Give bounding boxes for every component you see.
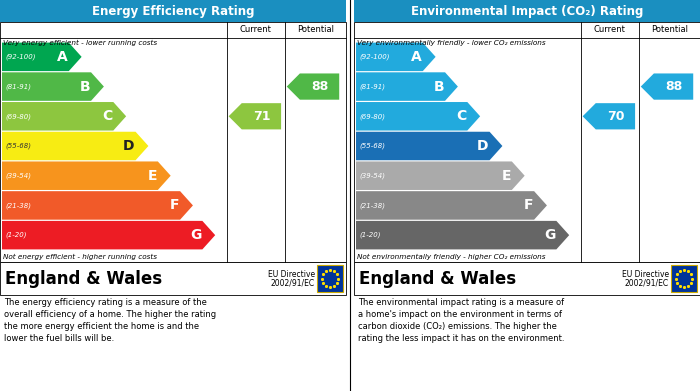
Text: Not environmentally friendly - higher CO₂ emissions: Not environmentally friendly - higher CO…: [357, 254, 545, 260]
Text: F: F: [524, 198, 533, 212]
Text: 70: 70: [607, 110, 624, 123]
Polygon shape: [2, 43, 82, 71]
Text: Potential: Potential: [651, 25, 688, 34]
Text: B: B: [433, 80, 444, 93]
Text: B: B: [79, 80, 90, 93]
Text: (81-91): (81-91): [5, 83, 31, 90]
Polygon shape: [2, 191, 193, 220]
Polygon shape: [2, 221, 215, 249]
Text: Energy Efficiency Rating: Energy Efficiency Rating: [92, 5, 254, 18]
Bar: [0, 22, 346, 262]
Bar: [671, 265, 697, 292]
Text: D: D: [123, 139, 134, 153]
Polygon shape: [356, 43, 435, 71]
Text: Current: Current: [594, 25, 626, 34]
Text: (1-20): (1-20): [359, 232, 381, 239]
Bar: [317, 265, 343, 292]
Text: (21-38): (21-38): [5, 202, 31, 209]
Text: The energy efficiency rating is a measure of the
overall efficiency of a home. T: The energy efficiency rating is a measur…: [4, 298, 216, 343]
Polygon shape: [356, 72, 458, 101]
Text: (92-100): (92-100): [359, 54, 389, 60]
Polygon shape: [640, 74, 693, 100]
Polygon shape: [356, 132, 503, 160]
Text: F: F: [169, 198, 179, 212]
Bar: [354, 22, 700, 262]
Bar: [0, 0, 346, 22]
Text: Not energy efficient - higher running costs: Not energy efficient - higher running co…: [3, 254, 157, 260]
Polygon shape: [2, 72, 104, 101]
Text: (39-54): (39-54): [5, 172, 31, 179]
Text: (21-38): (21-38): [359, 202, 385, 209]
Text: A: A: [57, 50, 68, 64]
Bar: [354, 0, 700, 22]
Bar: [0, 262, 346, 295]
Text: 2002/91/EC: 2002/91/EC: [271, 278, 315, 287]
Text: (55-68): (55-68): [359, 143, 385, 149]
Text: 2002/91/EC: 2002/91/EC: [625, 278, 669, 287]
Polygon shape: [582, 103, 635, 129]
Polygon shape: [229, 103, 281, 129]
Text: G: G: [190, 228, 202, 242]
Text: (69-80): (69-80): [5, 113, 31, 120]
Text: England & Wales: England & Wales: [359, 269, 516, 287]
Polygon shape: [2, 161, 171, 190]
Text: Environmental Impact (CO₂) Rating: Environmental Impact (CO₂) Rating: [411, 5, 643, 18]
Text: (81-91): (81-91): [359, 83, 385, 90]
Text: E: E: [147, 169, 157, 183]
Text: EU Directive: EU Directive: [622, 270, 669, 279]
Text: D: D: [477, 139, 489, 153]
Text: 88: 88: [665, 80, 682, 93]
Text: Very environmentally friendly - lower CO₂ emissions: Very environmentally friendly - lower CO…: [357, 40, 545, 46]
Text: 88: 88: [311, 80, 328, 93]
Polygon shape: [356, 102, 480, 131]
Text: (92-100): (92-100): [5, 54, 36, 60]
Text: Very energy efficient - lower running costs: Very energy efficient - lower running co…: [3, 40, 157, 46]
Polygon shape: [356, 191, 547, 220]
Text: E: E: [501, 169, 511, 183]
Text: (55-68): (55-68): [5, 143, 31, 149]
Polygon shape: [356, 221, 569, 249]
Text: A: A: [411, 50, 422, 64]
Text: EU Directive: EU Directive: [268, 270, 315, 279]
Bar: [354, 262, 700, 295]
Text: (69-80): (69-80): [359, 113, 385, 120]
Text: C: C: [102, 109, 112, 123]
Text: England & Wales: England & Wales: [5, 269, 162, 287]
Text: Current: Current: [240, 25, 272, 34]
Polygon shape: [356, 161, 525, 190]
Polygon shape: [2, 132, 148, 160]
Text: G: G: [544, 228, 555, 242]
Text: 71: 71: [253, 110, 270, 123]
Text: (1-20): (1-20): [5, 232, 27, 239]
Text: C: C: [456, 109, 466, 123]
Text: (39-54): (39-54): [359, 172, 385, 179]
Polygon shape: [2, 102, 126, 131]
Polygon shape: [287, 74, 340, 100]
Text: Potential: Potential: [297, 25, 334, 34]
Text: The environmental impact rating is a measure of
a home's impact on the environme: The environmental impact rating is a mea…: [358, 298, 564, 343]
